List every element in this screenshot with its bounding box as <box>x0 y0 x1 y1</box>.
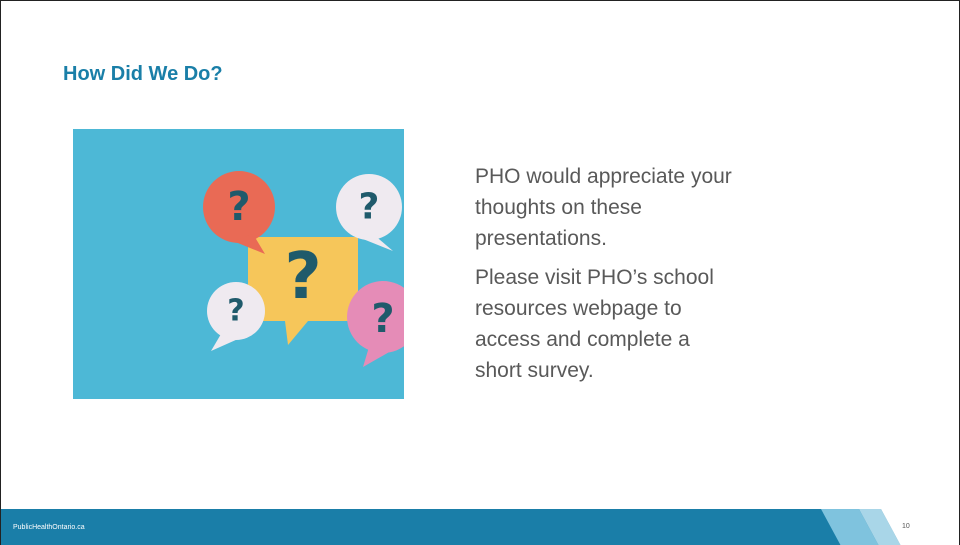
question-mark: ? <box>284 240 321 314</box>
illustration: ? ? ? ? ? <box>73 129 404 399</box>
page-number: 10 <box>902 523 910 530</box>
slide-title: How Did We Do? <box>63 63 223 86</box>
paragraph: PHO would appreciate your thoughts on th… <box>475 161 735 254</box>
paragraph: Please visit PHO’s school resources webp… <box>475 262 735 386</box>
question-mark: ? <box>371 296 394 342</box>
question-mark: ? <box>227 184 250 230</box>
body-text: PHO would appreciate your thoughts on th… <box>475 161 735 394</box>
question-mark: ? <box>227 294 244 329</box>
footer-site: PublicHealthOntario.ca <box>13 524 85 531</box>
question-mark: ? <box>359 187 380 228</box>
footer-bar <box>1 509 959 545</box>
slide: How Did We Do? ? ? ? ? ? PHO would appre… <box>0 0 960 545</box>
